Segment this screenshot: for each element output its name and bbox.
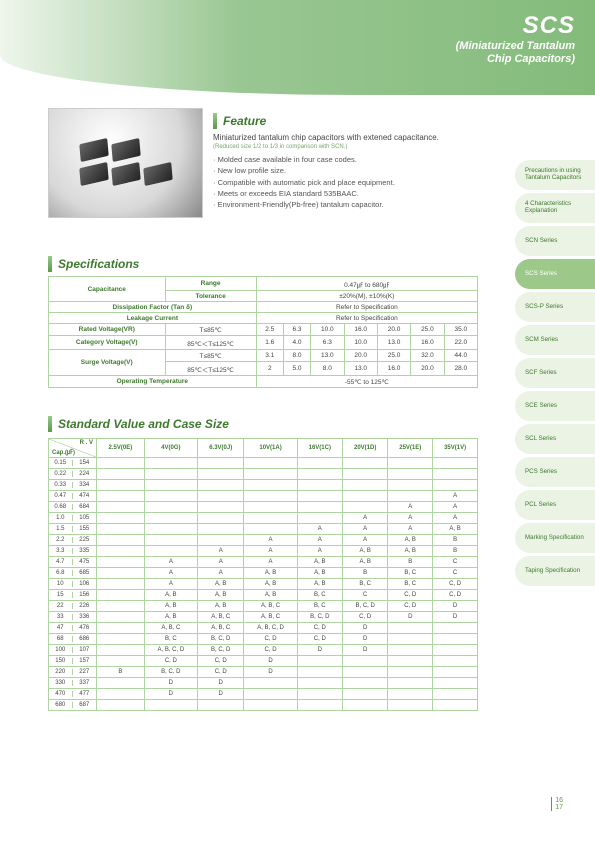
feature-list: Molded case available in four case codes… [213, 154, 478, 210]
feature-bullet: Molded case available in four case codes… [213, 154, 478, 165]
volt-col: 4V(0G) [144, 439, 197, 458]
volt-col: 20V(1D) [342, 439, 387, 458]
sidebar-tab[interactable]: Precautions in using Tantalum Capacitors [515, 160, 595, 190]
feature-bullet: Compatible with automatic pick and place… [213, 177, 478, 188]
sidebar-tab[interactable]: 4 Characteristics Explanation [515, 193, 595, 223]
volt-col: 35V(1V) [433, 439, 478, 458]
sidebar-tab[interactable]: SCM Series [515, 325, 595, 355]
feature-title: Feature [213, 113, 478, 129]
sidebar-tab[interactable]: Marking Specification [515, 523, 595, 553]
header-text: SCS (Miniaturized Tantalum Chip Capacito… [456, 12, 575, 66]
volt-col: 6.3V(0J) [197, 439, 244, 458]
feature-small: (Reduced size 1/2 to 1/3 in comparison w… [213, 144, 478, 150]
sidebar-tab[interactable]: SCS Series [515, 259, 595, 289]
series-title: SCS [456, 12, 575, 40]
case-table: Cap.(㎌)R . V2.5V(0E)4V(0G)6.3V(0J)10V(1A… [48, 438, 478, 711]
sidebar-tab[interactable]: SCL Series [515, 424, 595, 454]
sidebar-tab[interactable]: SCN Series [515, 226, 595, 256]
feature-bullet: Meets or exceeds EIA standard 535BAAC. [213, 188, 478, 199]
volt-col: 25V(1E) [388, 439, 433, 458]
sidebar-tab[interactable]: Taping Specification [515, 556, 595, 586]
feature-lead: Miniaturized tantalum chip capacitors wi… [213, 133, 478, 142]
series-sub1: (Miniaturized Tantalum [456, 40, 575, 53]
sidebar-tab[interactable]: SCE Series [515, 391, 595, 421]
series-sub2: Chip Capacitors) [456, 53, 575, 66]
volt-col: 2.5V(0E) [97, 439, 145, 458]
sidebar-tab[interactable]: SCF Series [515, 358, 595, 388]
volt-col: 16V(1C) [297, 439, 342, 458]
feature-bullet: Environment-Friendly(Pb-free) tantalum c… [213, 199, 478, 210]
sidebar-tab[interactable]: SCS-P Series [515, 292, 595, 322]
feature-bullet: New low profile size. [213, 165, 478, 176]
case-title: Standard Value and Case Size [48, 416, 478, 432]
sidebar-tab[interactable]: PCL Series [515, 490, 595, 520]
specs-title: Specifications [48, 256, 478, 272]
volt-col: 10V(1A) [244, 439, 297, 458]
spec-table: CapacitanceRange0.47㎌ to 680㎌ Tolerance±… [48, 276, 478, 388]
sidebar-tab[interactable]: PCS Series [515, 457, 595, 487]
page-number: 16 17 [551, 797, 565, 811]
sidebar-nav: Precautions in using Tantalum Capacitors… [515, 160, 595, 589]
